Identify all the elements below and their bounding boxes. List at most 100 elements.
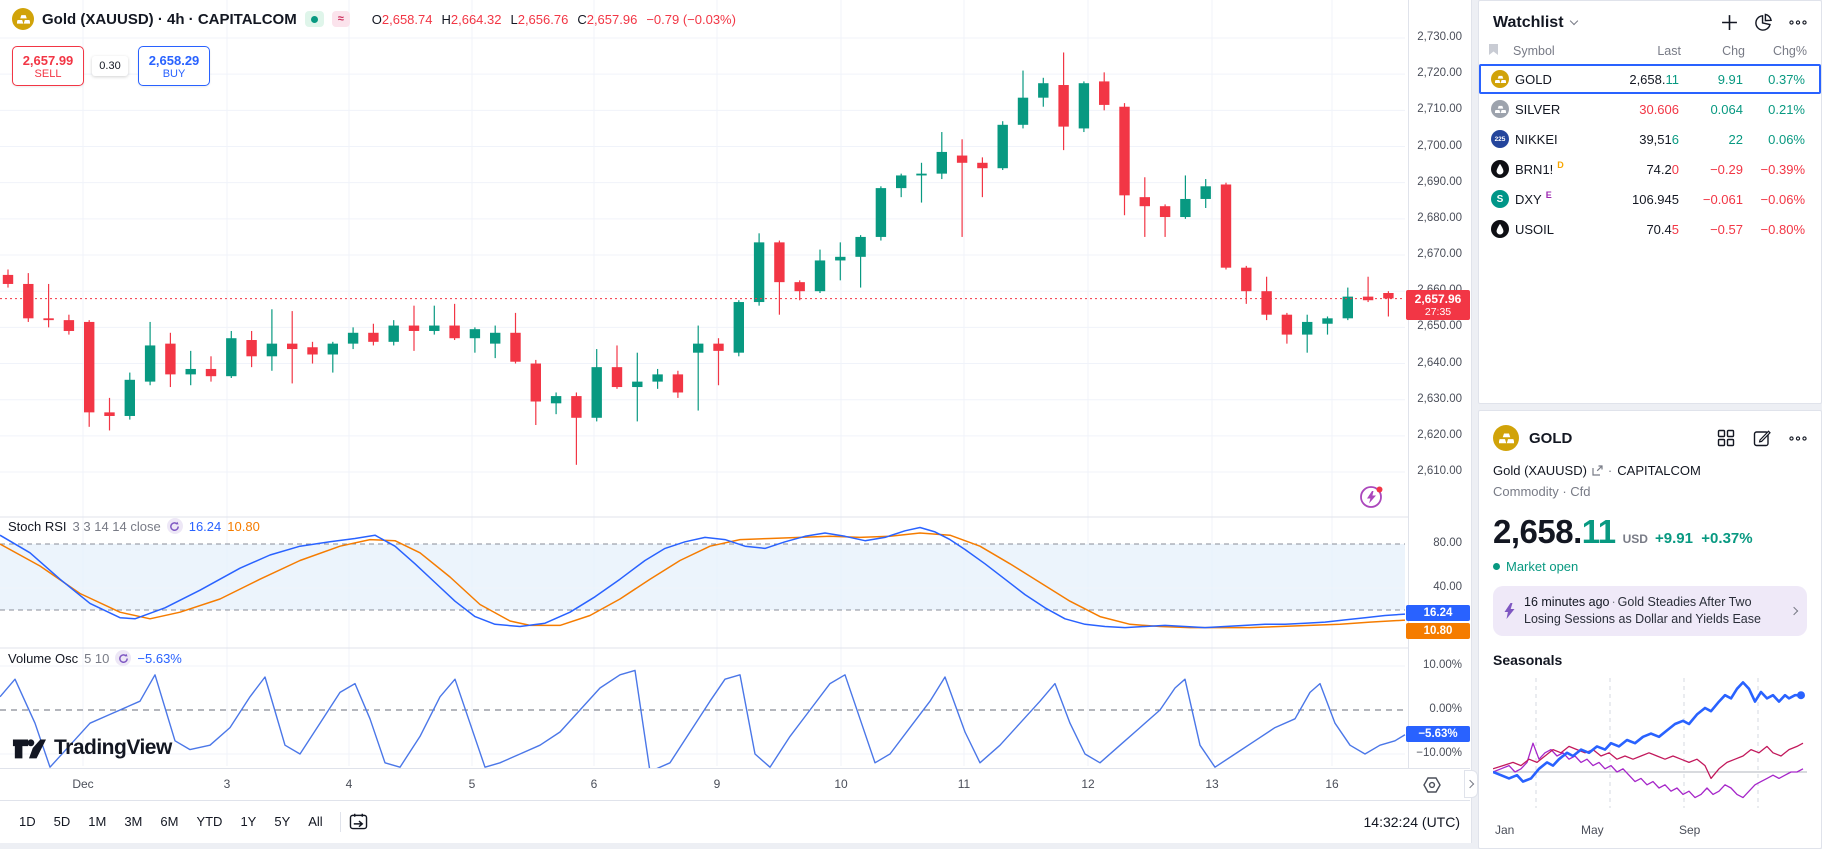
watchlist-row-usoil[interactable]: USOIL 70.45 −0.57 −0.80% [1479, 214, 1821, 244]
price-axis-label: 2,730.00 [1417, 31, 1462, 43]
buy-button[interactable]: 2,658.29 BUY [138, 46, 210, 86]
utc-clock[interactable]: 14:32:24 (UTC) [1363, 813, 1460, 830]
seasonals-title: Seasonals [1493, 651, 1563, 668]
external-link-icon[interactable] [1592, 465, 1603, 476]
watchlist-row-gold[interactable]: GOLD 2,658.11 9.91 0.37% [1479, 64, 1821, 94]
time-axis-label: 6 [590, 777, 598, 791]
time-axis-label: 11 [957, 777, 971, 791]
sell-button[interactable]: 2,657.99 SELL [12, 46, 84, 86]
stoch-axis-label: 40.00 [1433, 581, 1462, 593]
range-button-6m[interactable]: 6M [160, 813, 179, 829]
watchlist-row-nikkei[interactable]: 225 NIKKEI 39,516 22 0.06% [1479, 124, 1821, 154]
panel-collapse-handle[interactable] [1464, 770, 1478, 798]
market-status: Market open [1493, 559, 1807, 574]
price-axis-label: 2,720.00 [1417, 67, 1462, 80]
detail-price-row: 2,658.11 USD +9.91 +0.37% [1493, 513, 1753, 550]
refresh-icon[interactable] [166, 518, 183, 534]
delayed-data-icon[interactable]: ≈ [331, 11, 350, 27]
last-price: 70.45 [1646, 221, 1679, 237]
range-button-5y[interactable]: 5Y [274, 813, 291, 829]
symbol-name: DXY E [1515, 190, 1552, 207]
more-options-icon[interactable] [1789, 20, 1807, 25]
range-button-ytd[interactable]: YTD [196, 813, 223, 829]
gear-icon[interactable] [1422, 775, 1442, 800]
change-value: 0.064 [1710, 101, 1743, 117]
detail-exchange[interactable]: CAPITALCOM [1617, 463, 1701, 478]
time-axis-label: 5 [468, 777, 476, 791]
price-axis-label: 2,700.00 [1417, 139, 1462, 152]
time-axis-label: 3 [223, 777, 231, 791]
seasonals-chart[interactable] [1492, 672, 1807, 814]
change-percent: −0.06% [1760, 191, 1805, 207]
oil-drop-icon [1491, 160, 1509, 178]
symbol-name: USOIL [1515, 221, 1555, 237]
stoch-d-tag: 10.80 [1406, 623, 1470, 639]
time-axis-label: 10 [834, 777, 848, 791]
market-open-dot-icon [1493, 563, 1500, 570]
market-status-dot-icon[interactable] [304, 11, 324, 27]
detail-symbol-full[interactable]: Gold (XAUUSD) [1493, 463, 1587, 478]
grid-layout-icon[interactable] [1717, 429, 1735, 447]
lightning-icon[interactable] [1358, 483, 1386, 511]
time-axis-label: 9 [713, 777, 721, 791]
price-axis-label: 2,610.00 [1417, 465, 1462, 478]
watchlist-rows: GOLD 2,658.11 9.91 0.37% SILVER 30.606 0.064 0.… [1479, 64, 1821, 244]
toolbar-divider [339, 811, 341, 832]
watchlist-title[interactable]: Watchlist [1493, 14, 1578, 32]
symbol-header: Gold (XAUUSD) · 4h · CAPITALCOM ≈ O2,658… [12, 8, 736, 30]
pie-chart-icon[interactable] [1754, 13, 1773, 32]
more-options-icon[interactable] [1789, 435, 1807, 441]
change-percent: −0.39% [1760, 161, 1805, 177]
price-chart-canvas[interactable] [0, 0, 1470, 768]
stoch-d-value: 10.80 [227, 518, 260, 534]
stoch-rsi-header[interactable]: Stoch RSI 3 3 14 14 close 16.24 10.80 [8, 518, 260, 534]
flag-icon[interactable] [1489, 44, 1513, 58]
range-button-3m[interactable]: 3M [124, 813, 143, 829]
volume-osc-value: −5.63% [137, 650, 182, 666]
change-value: 9.91 [1717, 71, 1743, 87]
volume-axis-label: −10.00% [1416, 747, 1462, 759]
range-buttons: 1D 5D 1M 3M 6M YTD 1Y 5Y All [10, 813, 332, 831]
range-button-1d[interactable]: 1D [19, 813, 36, 829]
bottom-toolbar: 1D 5D 1M 3M 6M YTD 1Y 5Y All 14:32:24 (UTC) [0, 800, 1470, 842]
range-button-1y[interactable]: 1Y [240, 813, 257, 829]
last-price: 74.20 [1646, 161, 1679, 177]
volume-osc-header[interactable]: Volume Osc 5 10 −5.63% [8, 650, 182, 666]
watchlist-row-silver[interactable]: SILVER 30.606 0.064 0.21% [1479, 94, 1821, 124]
detail-symbol-name: GOLD [1529, 429, 1573, 447]
range-button-all[interactable]: All [308, 813, 323, 829]
time-axis-label: 4 [345, 777, 353, 791]
price-axis-label: 2,630.00 [1417, 392, 1462, 405]
price-change: −0.79 (−0.03%) [646, 11, 736, 27]
change-value: −0.061 [1702, 191, 1743, 207]
tradingview-logo-icon [12, 739, 46, 759]
change-percent: 0.21% [1768, 101, 1805, 117]
tradingview-logo[interactable]: TradingView [12, 735, 172, 761]
symbol-title[interactable]: Gold (XAUUSD) · 4h · CAPITALCOM [42, 10, 297, 28]
time-axis-label: Dec [72, 777, 94, 791]
stoch-k-value: 16.24 [188, 518, 222, 534]
gold-symbol-icon[interactable] [12, 8, 34, 30]
watchlist-row-brn1[interactable]: BRN1! D 74.20 −0.29 −0.39% [1479, 154, 1821, 184]
price-axis-label: 2,690.00 [1417, 175, 1462, 188]
price-axis-label: 2,620.00 [1417, 428, 1462, 441]
trade-buttons: 2,657.99 SELL 0.30 2,658.29 BUY [12, 46, 210, 86]
stoch-k-tag: 16.24 [1406, 605, 1470, 621]
go-to-date-calendar-icon[interactable] [349, 813, 368, 830]
range-button-5d[interactable]: 5D [53, 813, 71, 829]
price-axis-label: 2,670.00 [1417, 248, 1462, 261]
instrument-type: Commodity · Cfd [1493, 484, 1591, 499]
time-axis-label: 16 [1325, 777, 1339, 791]
price-axis[interactable]: 2,730.00 2,720.00 2,710.00 2,700.00 2,690.00… [1408, 0, 1470, 800]
refresh-icon[interactable] [115, 650, 132, 666]
range-button-1m[interactable]: 1M [88, 813, 107, 829]
watchlist-row-dxy[interactable]: S DXY E 106.945 −0.061 −0.06% [1479, 184, 1821, 214]
volume-axis-label: 0.00% [1429, 703, 1462, 715]
time-axis[interactable]: Dec 3 4 5 6 9 10 11 12 13 16 [0, 768, 1470, 800]
price-axis-label: 2,650.00 [1417, 320, 1462, 333]
seasonals-month-label: May [1581, 822, 1604, 837]
data-type-badge: D [1557, 160, 1564, 170]
compose-note-icon[interactable] [1753, 429, 1771, 447]
add-symbol-icon[interactable] [1721, 14, 1738, 31]
news-item[interactable]: 16 minutes ago · Gold Steadies After Two L… [1493, 586, 1807, 636]
